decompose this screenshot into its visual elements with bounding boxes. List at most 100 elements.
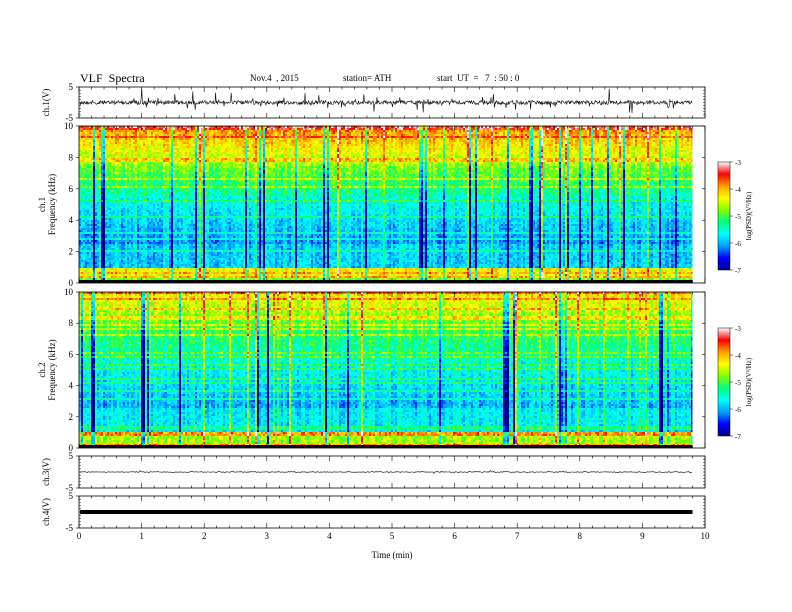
spectrogram-cell [89,270,91,272]
spectrogram-cell [147,230,149,232]
spectrogram-cell [175,240,177,242]
spectrogram-cell [181,244,183,246]
spectrogram-cell [85,238,87,240]
spectrogram-cell [173,216,175,218]
spectrogram-cell [175,132,177,134]
spectrogram-cell [159,224,161,226]
spectrogram-cell [183,168,185,170]
spectrogram-cell [199,210,201,212]
spectrogram-cell [95,248,97,250]
spectrogram-cell [197,274,199,276]
spectrogram-cell [95,236,97,238]
spectrogram-cell [197,210,199,212]
spectrogram-cell [85,140,87,142]
spectrogram-cell [89,264,91,266]
spectrogram-cell [149,182,151,184]
spectrogram-cell [197,212,199,214]
spectrogram-cell [137,132,139,134]
spectrogram-cell [119,224,121,226]
spectrogram-cell [105,202,107,204]
spectrogram-cell [169,228,171,230]
spectrogram-cell [123,136,125,138]
spectrogram-cell [121,156,123,158]
spectrogram-cell [89,232,91,234]
spectrogram-cell [145,172,147,174]
spectrogram-cell [175,176,177,178]
spectrogram-cell [141,206,143,208]
spectrogram-cell [187,206,189,208]
spectrogram-cell [189,142,191,144]
spectrogram-cell [193,190,195,192]
spectrogram-cell [191,266,193,268]
spectrogram-cell [193,130,195,132]
spectrogram-cell [83,154,85,156]
spectrogram-cell [161,148,163,150]
spectrogram-cell [117,232,119,234]
spectrogram-cell [189,184,191,186]
spectrogram-cell [149,158,151,160]
spectrogram-cell [169,190,171,192]
spectrogram-cell [129,226,131,228]
spectrogram-cell [131,146,133,148]
spectrogram-cell [121,192,123,194]
spectrogram-cell [115,278,117,280]
spectrogram-cell [83,270,85,272]
spectrogram-cell [115,136,117,138]
spectrogram-cell [171,238,173,240]
spectrogram-cell [143,218,145,220]
spectrogram-cell [125,194,127,196]
spectrogram-cell [199,204,201,206]
spectrogram-cell [145,252,147,254]
spectrogram-cell [117,170,119,172]
spectrogram-cell [83,138,85,140]
spectrogram-cell [159,196,161,198]
spectrogram-cell [195,240,197,242]
spectrogram-cell [89,164,91,166]
spectrogram-cell [111,206,113,208]
spectrogram-cell [155,270,157,272]
spectrogram-cell [165,242,167,244]
spectrogram-cell [145,264,147,266]
spectrogram-cell [169,210,171,212]
spectrogram-cell [115,240,117,242]
spectrogram-cell [85,154,87,156]
spectrogram-cell [169,260,171,262]
spectrogram-cell [123,132,125,134]
spectrogram-cell [145,258,147,260]
spectrogram-cell [89,214,91,216]
spectrogram-cell [147,188,149,190]
spectrogram-cell [99,162,101,164]
spectrogram-cell [181,128,183,130]
spectrogram-cell [123,150,125,152]
spectrogram-cell [201,132,203,134]
spectrogram-cell [151,204,153,206]
spectrogram-cell [187,224,189,226]
spectrogram-cell [159,270,161,272]
spectrogram-cell [95,134,97,136]
spectrogram-cell [163,164,165,166]
spectrogram-cell [127,148,129,150]
spectrogram-cell [149,190,151,192]
spectrogram-cell [93,242,95,244]
spectrogram-cell [147,234,149,236]
spectrogram-cell [153,240,155,242]
spectrogram-cell [163,244,165,246]
spectrogram-cell [155,162,157,164]
spectrogram-cell [149,166,151,168]
spectrogram-cell [137,150,139,152]
spectrogram-cell [89,134,91,136]
spectrogram-cell [169,250,171,252]
spectrogram-cell [115,214,117,216]
spectrogram-cell [85,264,87,266]
spectrogram-cell [151,258,153,260]
spectrogram-cell [173,258,175,260]
spectrogram-cell [199,138,201,140]
spectrogram-cell [83,186,85,188]
spectrogram-cell [129,176,131,178]
spectrogram-cell [187,270,189,272]
spectrogram-cell [161,178,163,180]
spectrogram-cell [93,220,95,222]
spectrogram-cell [83,194,85,196]
spectrogram-cell [175,238,177,240]
spectrogram-cell [133,174,135,176]
